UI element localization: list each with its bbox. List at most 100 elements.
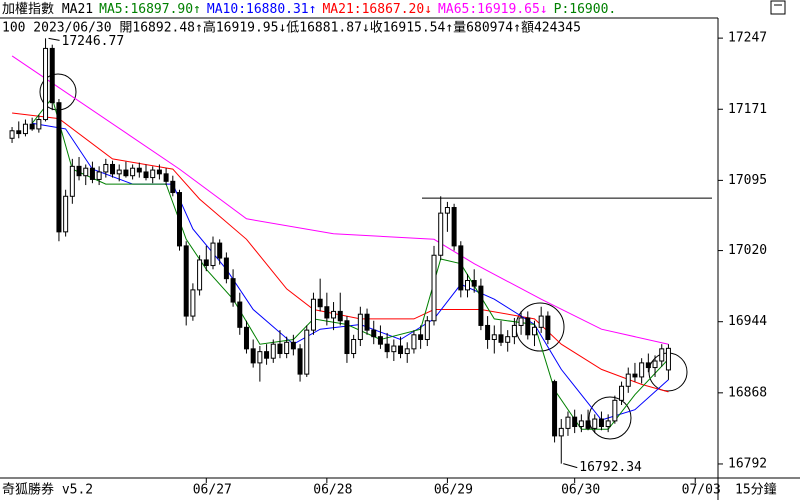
candle-body	[471, 280, 477, 287]
y-tick-label: 17020	[728, 243, 767, 258]
candle-body	[518, 317, 524, 326]
y-tick-label: 16944	[728, 314, 767, 329]
candle-body	[250, 348, 256, 364]
candle-body	[331, 310, 337, 319]
x-tick-label: 06/29	[434, 483, 473, 498]
candle-body	[237, 301, 243, 328]
x-tick-label: 07/03	[682, 483, 721, 498]
x-tick-label: 06/30	[561, 483, 600, 498]
y-tick-label: 16868	[728, 385, 767, 400]
candle-body	[619, 385, 625, 401]
candle-body	[565, 416, 571, 429]
candle-body	[203, 259, 209, 267]
candle-body	[531, 326, 537, 336]
candle-body	[337, 310, 343, 322]
info-line: 100 2023/06/30 開16892.48↑高16919.95↓低1688…	[2, 20, 581, 36]
candle-body	[344, 320, 350, 355]
candle-body	[371, 329, 377, 338]
candle-body	[625, 373, 631, 387]
header-item: MA21:16867.20↓	[322, 2, 432, 17]
footer: 奇狐勝券 v5.2	[2, 482, 93, 498]
candle-body	[444, 207, 450, 214]
candle-body	[210, 242, 216, 267]
candle-body	[170, 180, 176, 194]
candle-body	[598, 418, 604, 428]
candle-body	[264, 351, 270, 359]
candle-body	[592, 418, 598, 429]
candle-body	[639, 362, 645, 378]
y-tick-label: 17247	[728, 31, 767, 46]
candle-body	[605, 420, 611, 428]
candle-body	[491, 334, 497, 340]
ma-line	[11, 55, 669, 345]
candle-body	[525, 317, 531, 336]
y-tick-label: 16792	[728, 456, 767, 471]
candle-body	[558, 427, 564, 437]
candle-body	[243, 326, 249, 350]
candle-body	[190, 289, 196, 317]
annotation: 16792.34	[579, 460, 642, 475]
candle-body	[418, 334, 424, 340]
candle-body	[451, 207, 457, 247]
candle-body	[130, 167, 136, 177]
candle-body	[645, 362, 651, 369]
header-item: 加權指數 MA21	[2, 2, 93, 17]
header-item: MA5:16897.90↑	[99, 2, 201, 17]
header-item: MA10:16880.31↑	[207, 2, 317, 17]
candle-body	[458, 245, 464, 291]
candle-body	[465, 280, 471, 291]
annotation-leader	[48, 37, 60, 41]
candle-body	[9, 130, 15, 139]
candle-body	[659, 348, 665, 362]
annotation: 17246.77	[62, 34, 125, 49]
candle-body	[585, 420, 591, 429]
candle-body	[538, 315, 544, 328]
candle-body	[49, 47, 55, 104]
candle-body	[351, 338, 357, 355]
header-item: MA65:16919.65↓	[438, 2, 548, 17]
candle-body	[257, 351, 263, 364]
candle-body	[511, 324, 517, 338]
candle-body	[89, 167, 95, 180]
candle-body	[612, 399, 618, 422]
circle	[588, 396, 632, 440]
candle-body	[177, 192, 182, 247]
candle-body	[391, 345, 397, 353]
candle-body	[424, 320, 430, 340]
candle-body	[217, 242, 223, 259]
candle-body	[324, 306, 330, 319]
candle-body	[116, 169, 122, 175]
candle-body	[223, 257, 229, 280]
candle-body	[578, 420, 584, 428]
candle-body	[150, 169, 156, 179]
candle-body	[163, 173, 169, 182]
candle-body	[572, 416, 578, 428]
candle-body	[498, 334, 504, 343]
candle-body	[76, 165, 82, 177]
candle-body	[96, 171, 102, 180]
candle-body	[317, 298, 323, 308]
candle-body	[63, 195, 69, 233]
candle-body	[478, 285, 484, 326]
period: 15分鐘	[735, 482, 777, 498]
candle-body	[56, 102, 62, 233]
candle-body	[22, 123, 28, 135]
candle-body	[69, 165, 75, 197]
candle-body	[364, 313, 370, 331]
candle-body	[431, 254, 437, 322]
candle-body	[230, 278, 236, 303]
candle-body	[485, 324, 491, 340]
window-button[interactable]	[770, 0, 786, 15]
candle-body	[284, 341, 290, 355]
y-tick-label: 17095	[728, 173, 767, 188]
candle-body	[552, 381, 558, 437]
header: 加權指數 MA21 MA5:16897.90↑ MA10:16880.31↑ MA21…	[2, 2, 616, 17]
candle-body	[123, 169, 129, 177]
candle-body	[136, 167, 142, 173]
candle-body	[29, 123, 35, 130]
candle-body	[438, 212, 444, 256]
candle-body	[411, 334, 417, 350]
candle-body	[377, 336, 383, 345]
